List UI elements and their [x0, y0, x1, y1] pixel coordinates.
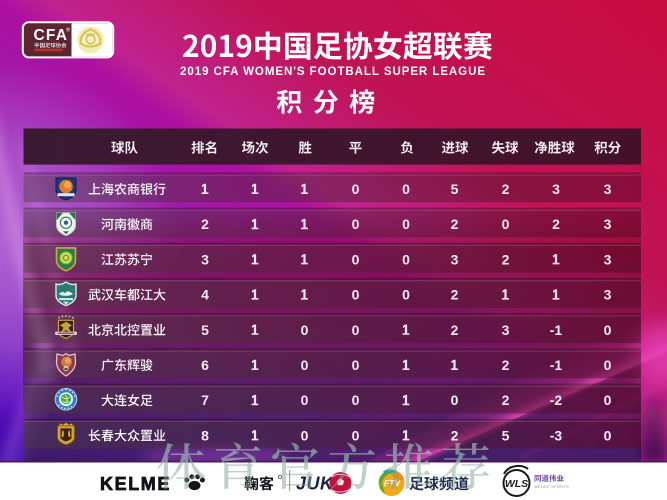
svg-text:0: 0 [301, 357, 309, 373]
svg-text:2: 2 [502, 181, 510, 197]
svg-text:0: 0 [352, 287, 360, 303]
svg-text:2: 2 [502, 357, 510, 373]
svg-text:0: 0 [352, 357, 360, 373]
svg-text:2: 2 [451, 322, 459, 338]
svg-text:0: 0 [352, 427, 360, 443]
svg-text:3: 3 [502, 322, 510, 338]
svg-text:0: 0 [352, 392, 360, 408]
svg-text:0: 0 [502, 216, 510, 232]
svg-text:8: 8 [201, 427, 209, 443]
svg-text:0: 0 [301, 427, 309, 443]
svg-text:CFA: CFA [34, 27, 69, 44]
svg-text:2: 2 [451, 216, 459, 232]
svg-text:2: 2 [451, 287, 459, 303]
svg-text:2: 2 [552, 216, 560, 232]
svg-text:2: 2 [451, 427, 459, 443]
svg-text:0: 0 [451, 392, 459, 408]
svg-text:WLS: WLS [505, 478, 528, 490]
svg-text:JUK: JUK [296, 474, 335, 494]
svg-text:0: 0 [402, 216, 410, 232]
svg-text:-1: -1 [550, 357, 563, 373]
svg-text:3: 3 [604, 251, 612, 267]
svg-text:4: 4 [201, 287, 209, 303]
svg-text:5: 5 [502, 427, 510, 443]
svg-text:3: 3 [604, 287, 612, 303]
svg-text:2: 2 [201, 216, 209, 232]
svg-text:5: 5 [201, 322, 209, 338]
svg-text:2: 2 [502, 251, 510, 267]
svg-text:®: ® [66, 27, 70, 34]
svg-text:3: 3 [604, 216, 612, 232]
svg-text:0: 0 [301, 322, 309, 338]
svg-text:-1: -1 [550, 322, 563, 338]
svg-text:3: 3 [604, 181, 612, 197]
svg-text:0: 0 [352, 251, 360, 267]
svg-text:2019 CFA WOMEN'S FOOTBALL SUPE: 2019 CFA WOMEN'S FOOTBALL SUPER LEAGUE [180, 66, 486, 78]
svg-text:6: 6 [201, 357, 209, 373]
svg-text:3: 3 [201, 251, 209, 267]
svg-text:0: 0 [402, 287, 410, 303]
svg-text:0: 0 [402, 181, 410, 197]
svg-text:2: 2 [502, 392, 510, 408]
svg-text:0: 0 [352, 181, 360, 197]
svg-text:FTV: FTV [384, 478, 401, 488]
svg-text:0: 0 [352, 216, 360, 232]
svg-text:0: 0 [352, 322, 360, 338]
svg-text:5: 5 [451, 181, 459, 197]
svg-text:0: 0 [402, 251, 410, 267]
svg-text:-2: -2 [550, 392, 563, 408]
svg-text:0: 0 [301, 392, 309, 408]
svg-text:0: 0 [604, 322, 612, 338]
svg-text:KELME: KELME [100, 474, 171, 494]
svg-text:3: 3 [451, 251, 459, 267]
svg-text:0: 0 [604, 392, 612, 408]
svg-text:3: 3 [552, 181, 560, 197]
svg-text:0: 0 [604, 357, 612, 373]
svg-text:WELBO SPORTS: WELBO SPORTS [534, 485, 569, 489]
svg-text:-3: -3 [550, 427, 563, 443]
svg-text:7: 7 [201, 392, 209, 408]
svg-text:0: 0 [604, 427, 612, 443]
